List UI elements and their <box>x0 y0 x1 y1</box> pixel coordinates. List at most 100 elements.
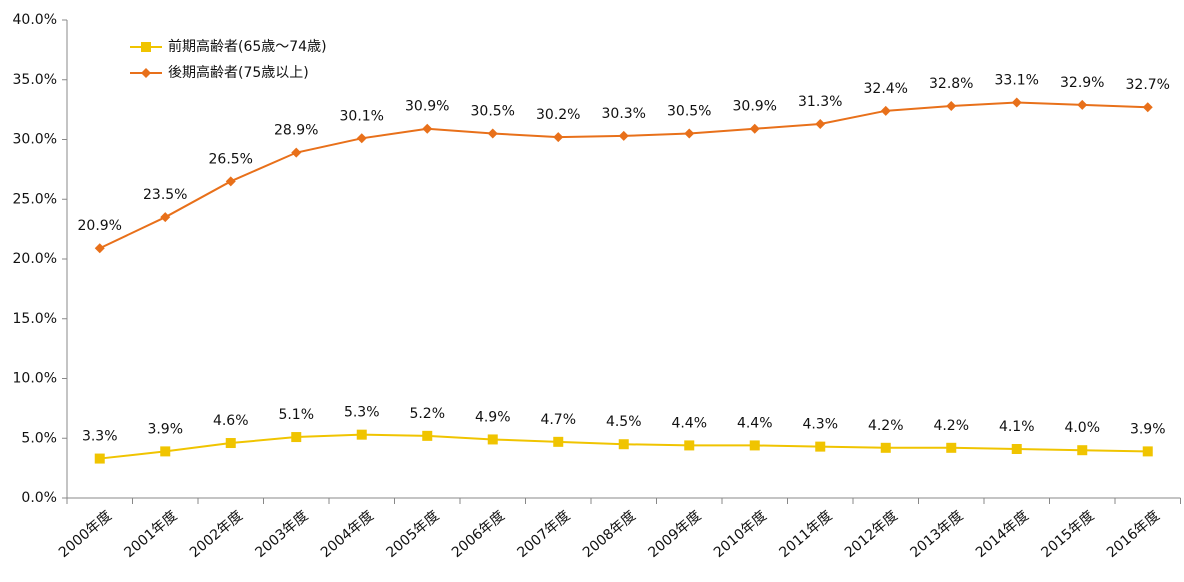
data-point <box>749 440 760 451</box>
x-tick-label: 2008年度 <box>580 508 639 561</box>
y-tick-label: 5.0% <box>21 430 57 446</box>
data-label: 4.0% <box>1064 420 1100 436</box>
y-tick-label: 25.0% <box>13 191 57 207</box>
data-label: 32.9% <box>1060 75 1104 91</box>
data-label: 5.2% <box>409 406 445 422</box>
data-label: 30.5% <box>667 104 711 120</box>
data-point <box>356 133 367 144</box>
data-label: 33.1% <box>995 72 1039 88</box>
data-point <box>553 436 564 447</box>
data-point <box>946 101 957 112</box>
data-point <box>94 243 105 254</box>
data-point <box>487 128 498 139</box>
data-point <box>553 132 564 143</box>
data-label: 32.7% <box>1126 77 1170 93</box>
data-label: 5.3% <box>344 405 380 421</box>
data-label: 4.7% <box>540 412 576 428</box>
data-label: 30.1% <box>340 108 384 124</box>
data-point <box>160 446 171 457</box>
data-label: 23.5% <box>143 187 187 203</box>
y-tick-label: 15.0% <box>13 311 57 327</box>
y-tick-label: 30.0% <box>13 132 57 148</box>
data-label: 4.6% <box>213 413 249 429</box>
legend-label: 後期高齢者(75歳以上) <box>168 64 309 81</box>
data-point <box>618 130 629 141</box>
y-tick-label: 40.0% <box>13 12 57 28</box>
x-tick-label: 2000年度 <box>56 508 115 561</box>
data-point <box>1077 445 1088 456</box>
x-tick-label: 2009年度 <box>645 508 704 561</box>
data-point <box>946 442 957 453</box>
data-point <box>1011 97 1022 108</box>
data-label: 4.3% <box>802 417 838 433</box>
data-point <box>422 430 433 441</box>
data-point <box>160 212 171 223</box>
data-point <box>1077 99 1088 110</box>
data-point <box>291 432 302 443</box>
data-label: 30.9% <box>733 99 777 115</box>
data-point <box>94 453 105 464</box>
data-point <box>815 118 826 129</box>
data-label: 32.4% <box>864 81 908 97</box>
data-label: 30.9% <box>405 99 449 115</box>
data-label: 3.9% <box>1130 421 1166 437</box>
y-tick-label: 0.0% <box>21 490 57 506</box>
data-point <box>815 441 826 452</box>
data-point <box>1011 444 1022 455</box>
data-label: 32.8% <box>929 76 973 92</box>
x-tick-label: 2010年度 <box>711 508 770 561</box>
data-point <box>422 123 433 134</box>
x-tick-label: 2016年度 <box>1104 508 1163 561</box>
x-tick-label: 2004年度 <box>318 508 377 561</box>
x-tick-label: 2006年度 <box>449 508 508 561</box>
x-tick-label: 2001年度 <box>121 508 180 561</box>
data-point <box>1142 446 1153 457</box>
data-point <box>225 176 236 187</box>
x-tick-label: 2011年度 <box>776 508 835 561</box>
x-tick-label: 2002年度 <box>187 508 246 561</box>
data-point <box>684 128 695 139</box>
data-point <box>225 438 236 449</box>
y-tick-label: 20.0% <box>13 251 57 267</box>
data-label: 31.3% <box>798 94 842 110</box>
y-tick-label: 35.0% <box>13 72 57 88</box>
data-label: 20.9% <box>78 218 122 234</box>
data-label: 30.2% <box>536 107 580 123</box>
data-label: 4.5% <box>606 414 642 430</box>
data-label: 30.5% <box>471 104 515 120</box>
y-tick-label: 10.0% <box>13 371 57 387</box>
data-point <box>880 442 891 453</box>
x-tick-label: 2005年度 <box>383 508 442 561</box>
data-point <box>880 105 891 116</box>
x-tick-label: 2012年度 <box>842 508 901 561</box>
data-point <box>487 434 498 445</box>
data-point <box>1142 102 1153 113</box>
x-tick-label: 2007年度 <box>514 508 573 561</box>
data-label: 3.9% <box>147 421 183 437</box>
data-point <box>749 123 760 134</box>
data-point <box>618 439 629 450</box>
data-label: 30.3% <box>602 106 646 122</box>
data-point <box>291 147 302 158</box>
data-point <box>356 429 367 440</box>
data-label: 4.1% <box>999 419 1035 435</box>
data-label: 5.1% <box>278 407 314 423</box>
x-tick-label: 2013年度 <box>907 508 966 561</box>
legend-label: 前期高齢者(65歳〜74歳) <box>168 38 327 55</box>
series-line <box>99 101 1148 250</box>
data-label: 4.2% <box>868 418 904 434</box>
data-label: 4.2% <box>933 418 969 434</box>
x-tick-label: 2014年度 <box>973 508 1032 561</box>
data-point <box>684 440 695 451</box>
legend-marker <box>141 68 151 78</box>
x-tick-label: 2003年度 <box>252 508 311 561</box>
legend-marker <box>141 42 151 52</box>
data-label: 26.5% <box>209 151 253 167</box>
data-label: 4.4% <box>737 415 773 431</box>
data-label: 3.3% <box>82 429 118 445</box>
data-label: 4.4% <box>671 415 707 431</box>
data-label: 4.9% <box>475 409 511 425</box>
data-label: 28.9% <box>274 123 318 139</box>
x-tick-label: 2015年度 <box>1038 508 1097 561</box>
